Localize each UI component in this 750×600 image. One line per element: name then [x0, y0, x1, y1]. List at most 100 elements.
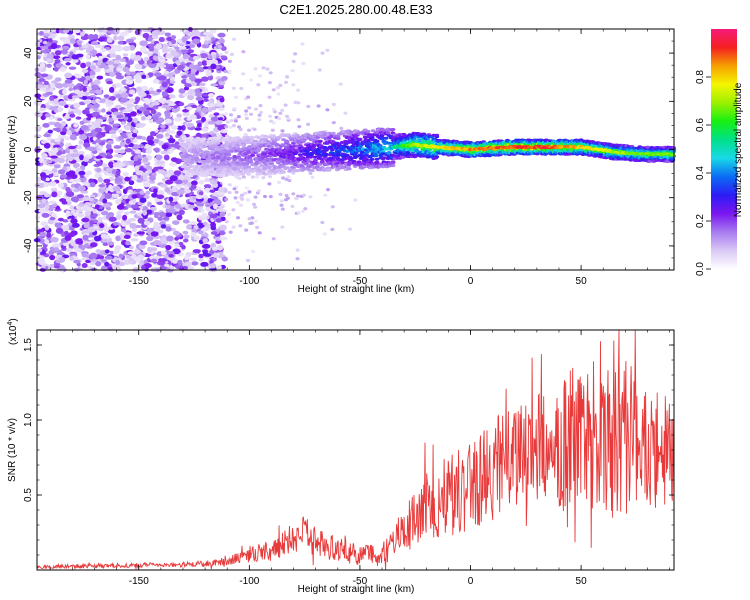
spectrogram-cell [96, 191, 103, 198]
spectrogram-cell [41, 212, 50, 218]
spectrogram-cell [159, 128, 167, 132]
spectrogram-cell [204, 39, 209, 45]
spectrogram-cell [78, 170, 86, 176]
spectrogram-cell [67, 83, 75, 88]
spectrogram-cell [65, 191, 75, 198]
spectrogram-cell [156, 160, 165, 165]
spectrogram-cell [247, 190, 252, 194]
spectrogram-cell [135, 170, 144, 176]
spectrogram-cell [81, 95, 88, 100]
spectrogram-cell [278, 192, 283, 196]
spectrogram-cell [290, 204, 295, 208]
spectrogram-cell [231, 86, 236, 90]
spectrogram-cell [169, 149, 174, 153]
spectrogram-cell [202, 243, 211, 249]
spectrogram-cell [151, 192, 158, 198]
spectrogram-cell [108, 148, 114, 154]
spectrogram-cell [97, 216, 103, 223]
spectrogram-cell [86, 117, 92, 121]
spectrogram-cell [228, 230, 233, 234]
spectrogram-cell [114, 245, 122, 251]
spectrogram-cell [120, 92, 129, 99]
spectrogram-cell [50, 213, 57, 218]
spectrogram-cell [161, 104, 169, 109]
spectrogram-cell [129, 44, 136, 51]
spectrogram-cell [317, 139, 323, 143]
spectrogram-cell [189, 161, 195, 165]
spectrogram-cell [243, 113, 248, 117]
spectrogram-cell [115, 235, 121, 242]
spectrogram-cell [191, 180, 198, 186]
spectrogram-cell [139, 166, 144, 171]
spectrogram-cell [90, 41, 99, 46]
spectrogram-cell [170, 125, 179, 130]
spectrogram-cell [201, 76, 209, 82]
spectrogram-cell [247, 128, 251, 132]
spectrogram-cell [105, 143, 112, 150]
spectrogram-cell [102, 198, 108, 204]
spectrogram-cell [113, 63, 119, 67]
spectrogram-cell [134, 257, 141, 262]
spectrogram-cell [141, 206, 149, 212]
spectrogram-cell [34, 93, 42, 98]
spectrogram-cell [188, 257, 198, 261]
spectrogram-cell [109, 72, 116, 77]
spectrogram-cell [129, 222, 137, 229]
spectrogram-cell [156, 190, 165, 196]
spectrogram-cell [257, 113, 262, 117]
spectrogram-cell [374, 139, 380, 143]
spectrogram-cell [72, 222, 80, 228]
spectrogram-cell [301, 61, 306, 66]
spectrogram-cell [107, 100, 113, 105]
spectrogram-cell [109, 53, 117, 58]
spectrogram-cell [95, 261, 102, 267]
spectrogram-cell [203, 98, 209, 102]
spectrogram-cell [40, 73, 49, 78]
spectrogram-cell [119, 141, 126, 147]
spectrogram-cell [57, 169, 66, 175]
spectrogram-cell [241, 143, 247, 147]
spectrogram-cell [60, 155, 68, 159]
spectrogram-cell [330, 227, 335, 231]
spectrogram-cell [258, 74, 263, 78]
spectrogram-cell [244, 116, 249, 120]
spectrogram-cell [64, 79, 73, 84]
spectrogram-cell [165, 118, 172, 124]
spectrogram-cell [181, 244, 186, 250]
spectrogram-cell [161, 144, 169, 150]
spectrogram-cell [134, 29, 141, 36]
spectrogram-cell [41, 152, 48, 159]
spectrogram-cell [316, 104, 321, 108]
spectrogram-cell [164, 186, 171, 193]
spectrogram-cell [75, 116, 82, 120]
spectrogram-cell [99, 36, 106, 41]
spectrogram-cell [96, 248, 101, 254]
spectrogram-cell [73, 178, 81, 183]
spectrogram-cell [248, 158, 254, 162]
spectrogram-cell [300, 209, 305, 213]
spectrogram-cell [153, 221, 160, 227]
spectrogram-cell [58, 100, 67, 107]
spectrogram-cell [125, 75, 133, 80]
spectrogram-cell [218, 224, 227, 231]
spectrogram-cell [190, 261, 199, 266]
spectrogram-cell [48, 249, 55, 256]
spectrogram-cell [54, 172, 60, 177]
spectrogram-cell [268, 195, 273, 199]
spectrogram-cell [233, 95, 238, 99]
spectrogram-cell [198, 191, 204, 196]
spectrogram-cell [267, 81, 272, 85]
spectrogram-cell [77, 212, 85, 218]
spectrogram-cell [65, 197, 72, 202]
spectrogram-cell [133, 233, 139, 237]
spectrogram-cell [195, 96, 204, 101]
spectrogram-cell [134, 149, 141, 154]
spectrogram-cell [169, 161, 177, 167]
spectrogram-cell [102, 242, 109, 247]
spectrogram-cell [77, 185, 86, 192]
spectrogram-cell [93, 103, 100, 109]
spectrogram-cell [280, 108, 285, 112]
spectrogram-cell [269, 145, 274, 149]
spectrogram-cell [313, 158, 318, 162]
spectrogram-cell [55, 83, 64, 89]
